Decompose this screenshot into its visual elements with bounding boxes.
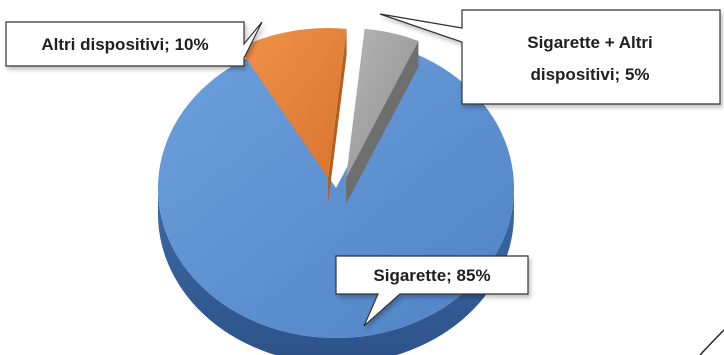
label-sigarette-altri-line1: Sigarette + Altri [527, 33, 653, 52]
slice-sigarette-altri-side [346, 40, 419, 204]
slice-altri-dispositivi [239, 27, 347, 178]
label-altri-dispositivi: Altri dispositivi; 10% [41, 35, 208, 54]
callout-box [335, 255, 529, 327]
callout-altri-dispositivi: Altri dispositivi; 10% [5, 21, 263, 67]
callout-box [379, 9, 721, 105]
slice-altri-dispositivi-side [328, 28, 347, 204]
pie-slices [158, 27, 514, 355]
corner-decoration [699, 329, 724, 355]
slice-sigarette-altri [346, 28, 419, 178]
label-sigarette-altri-line2: dispositivi; 5% [530, 65, 649, 84]
callout-sigarette: Sigarette; 85% [335, 255, 529, 327]
label-sigarette: Sigarette; 85% [373, 266, 490, 285]
callout-sigarette-altri: Sigarette + Altri dispositivi; 5% [379, 9, 721, 105]
callout-box [5, 21, 263, 67]
